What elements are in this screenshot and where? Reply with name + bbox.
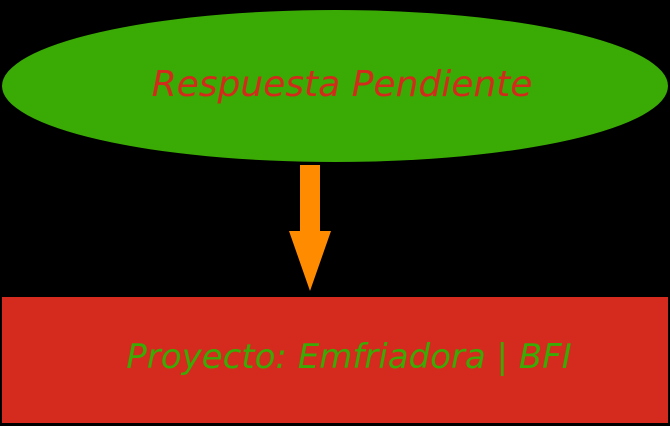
top-node-label: Respuesta Pendiente <box>152 64 533 105</box>
connector-arrow <box>289 165 331 291</box>
arrow-shaft <box>300 165 320 232</box>
arrow-head <box>289 231 331 291</box>
bottom-node: Proyecto: Emfriadora | BFI <box>2 297 668 423</box>
bottom-node-label: Proyecto: Emfriadora | BFI <box>126 337 571 377</box>
top-node-shape <box>2 10 668 162</box>
top-node: Respuesta Pendiente <box>2 10 668 162</box>
bottom-node-shape <box>2 297 668 423</box>
